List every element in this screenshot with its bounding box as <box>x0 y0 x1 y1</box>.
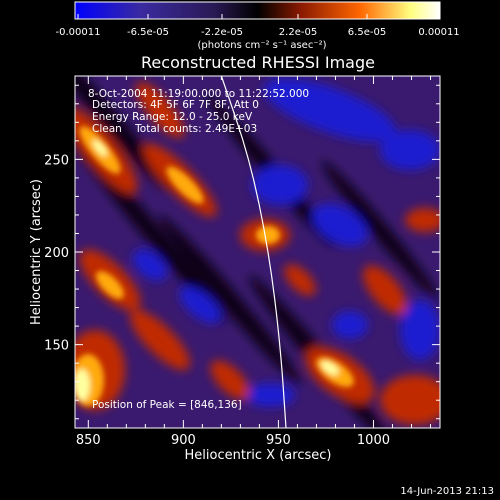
info-annotations: 8-Oct-2004 11:19:00.000 to 11:22:52.000 … <box>88 88 309 135</box>
colorbar-tick-label: -0.00011 <box>56 27 101 38</box>
annotation-time-range: 8-Oct-2004 11:19:00.000 to 11:22:52.000 <box>88 88 309 100</box>
x-tick-label: 900 <box>171 433 196 448</box>
heatmap-max-regions <box>75 139 339 401</box>
colorbar-tick-label: 2.2e-05 <box>279 27 317 38</box>
peak-position-label: Position of Peak = [846,136] <box>92 399 242 411</box>
heatmap-image <box>75 76 440 428</box>
colorbar-tick-label: 0.00011 <box>418 27 459 38</box>
annotation-clean-counts: Clean Total counts: 2.49E+03 <box>92 123 257 135</box>
footer-timestamp: 14-Jun-2013 21:13 <box>400 486 494 497</box>
colorbar-ticks <box>77 14 440 19</box>
colorbar-tick-label: 6.5e-05 <box>348 27 386 38</box>
chart-title: Reconstructed RHESSI Image <box>141 53 375 72</box>
x-tick-label: 950 <box>266 433 291 448</box>
x-axis-ticks: 850 900 950 1000 <box>76 76 431 448</box>
y-tick-label: 250 <box>44 153 69 168</box>
annotation-detectors: Detectors: 4F 5F 6F 7F 8F, Att 0 <box>92 99 259 111</box>
colorbar-gradient <box>74 1 441 20</box>
x-axis-label: Heliocentric X (arcsec) <box>185 448 332 463</box>
colorbar-tick-label: -6.5e-05 <box>127 27 169 38</box>
annotation-energy-range: Energy Range: 12.0 - 25.0 keV <box>92 111 253 123</box>
y-axis-label: Heliocentric Y (arcsec) <box>29 179 44 325</box>
colorbar-unit-label: (photons cm⁻² s⁻¹ asec⁻²) <box>197 40 326 51</box>
solar-limb-curve <box>220 76 287 428</box>
heatmap-negative-regions <box>132 78 440 407</box>
y-tick-label: 150 <box>44 339 69 354</box>
x-tick-label: 1000 <box>357 433 390 448</box>
x-tick-label: 850 <box>76 433 101 448</box>
colorbar-tick-label: -2.2e-05 <box>201 27 243 38</box>
y-tick-label: 200 <box>44 246 69 261</box>
colorbar: -0.00011 -6.5e-05 -2.2e-05 2.2e-05 6.5e-… <box>56 1 460 51</box>
y-axis-ticks: 150 200 250 <box>44 84 440 420</box>
